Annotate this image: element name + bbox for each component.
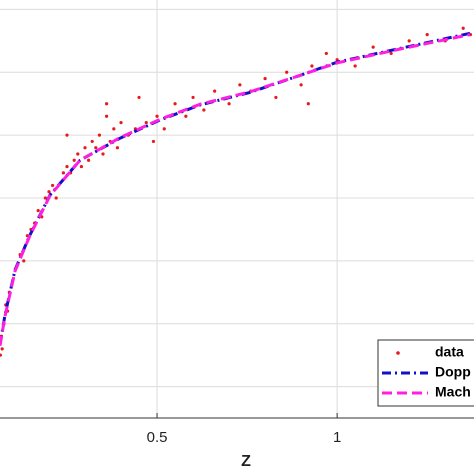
data-point bbox=[263, 76, 267, 81]
data-point bbox=[162, 127, 166, 131]
legend-marker bbox=[396, 351, 400, 355]
data-point bbox=[97, 133, 102, 137]
fit-line bbox=[0, 31, 471, 345]
data-point bbox=[112, 127, 116, 131]
data-point bbox=[79, 164, 84, 169]
data-point bbox=[407, 39, 411, 43]
data-point bbox=[0, 353, 2, 357]
data-point bbox=[202, 108, 206, 112]
data-point bbox=[94, 146, 98, 150]
data-point bbox=[105, 114, 109, 118]
data-point bbox=[115, 146, 120, 150]
x-tick-label: 0.5 bbox=[147, 429, 168, 446]
data-point bbox=[76, 152, 80, 156]
data-point bbox=[65, 164, 69, 169]
data-point bbox=[371, 45, 375, 49]
data-point bbox=[144, 120, 148, 125]
data-point bbox=[90, 139, 94, 144]
data-point bbox=[101, 152, 105, 156]
data-point bbox=[119, 120, 123, 125]
data-point bbox=[50, 183, 55, 188]
data-point bbox=[47, 190, 51, 194]
data-point bbox=[324, 51, 328, 56]
data-point bbox=[43, 196, 47, 200]
data-point bbox=[461, 26, 465, 30]
data-point bbox=[65, 133, 69, 137]
data-point bbox=[105, 102, 109, 106]
data-point bbox=[87, 158, 91, 162]
data-point bbox=[83, 146, 87, 150]
data-point bbox=[72, 158, 76, 162]
data-point bbox=[173, 102, 177, 106]
data-point bbox=[191, 95, 195, 100]
data-point bbox=[61, 171, 65, 175]
fit-line bbox=[0, 33, 471, 346]
data-point bbox=[299, 83, 303, 87]
data-point bbox=[310, 64, 314, 68]
legend-label: data bbox=[435, 344, 464, 360]
data-point bbox=[389, 51, 393, 56]
x-tick-label: 1 bbox=[333, 429, 341, 446]
data-point bbox=[137, 95, 141, 100]
data-point bbox=[274, 95, 278, 100]
x-axis-label: Z bbox=[241, 453, 251, 470]
data-point bbox=[425, 32, 429, 37]
data-point bbox=[227, 102, 231, 106]
data-point bbox=[285, 70, 289, 74]
data-point bbox=[36, 208, 40, 213]
data-point bbox=[353, 64, 357, 68]
data-point bbox=[151, 139, 156, 144]
data-point bbox=[184, 114, 188, 118]
data-point bbox=[54, 196, 58, 200]
data-point bbox=[155, 114, 159, 118]
data-point bbox=[22, 259, 26, 263]
data-point bbox=[306, 102, 310, 106]
legend-label: Dopp bbox=[435, 364, 471, 380]
data-point bbox=[213, 89, 217, 93]
data-point bbox=[0, 347, 4, 351]
legend-label: Mach bbox=[435, 384, 471, 400]
data-point bbox=[238, 83, 242, 87]
